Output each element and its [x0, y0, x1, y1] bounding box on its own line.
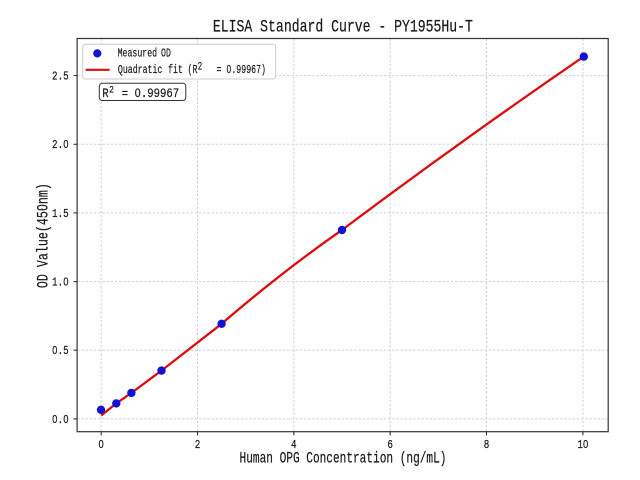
- svg-text:6: 6: [387, 439, 393, 452]
- svg-text:OD Value(450nm): OD Value(450nm): [35, 183, 53, 288]
- svg-text:R2 = 0.99967: R2 = 0.99967: [102, 84, 179, 102]
- svg-text:1.0: 1.0: [52, 277, 69, 290]
- svg-text:2: 2: [195, 439, 201, 452]
- svg-text:0: 0: [98, 439, 104, 452]
- svg-text:1.5: 1.5: [52, 208, 69, 221]
- svg-text:2.0: 2.0: [52, 139, 69, 152]
- svg-text:4: 4: [291, 439, 297, 452]
- svg-text:0.5: 0.5: [52, 345, 69, 358]
- svg-text:Human OPG Concentration (ng/mL: Human OPG Concentration (ng/mL): [240, 450, 447, 469]
- svg-text:0.0: 0.0: [52, 414, 69, 427]
- svg-text:ELISA Standard Curve - PY1955H: ELISA Standard Curve - PY1955Hu-T: [213, 17, 473, 37]
- svg-text:8: 8: [484, 439, 490, 452]
- svg-text:10: 10: [577, 439, 588, 452]
- svg-text:2.5: 2.5: [52, 71, 69, 84]
